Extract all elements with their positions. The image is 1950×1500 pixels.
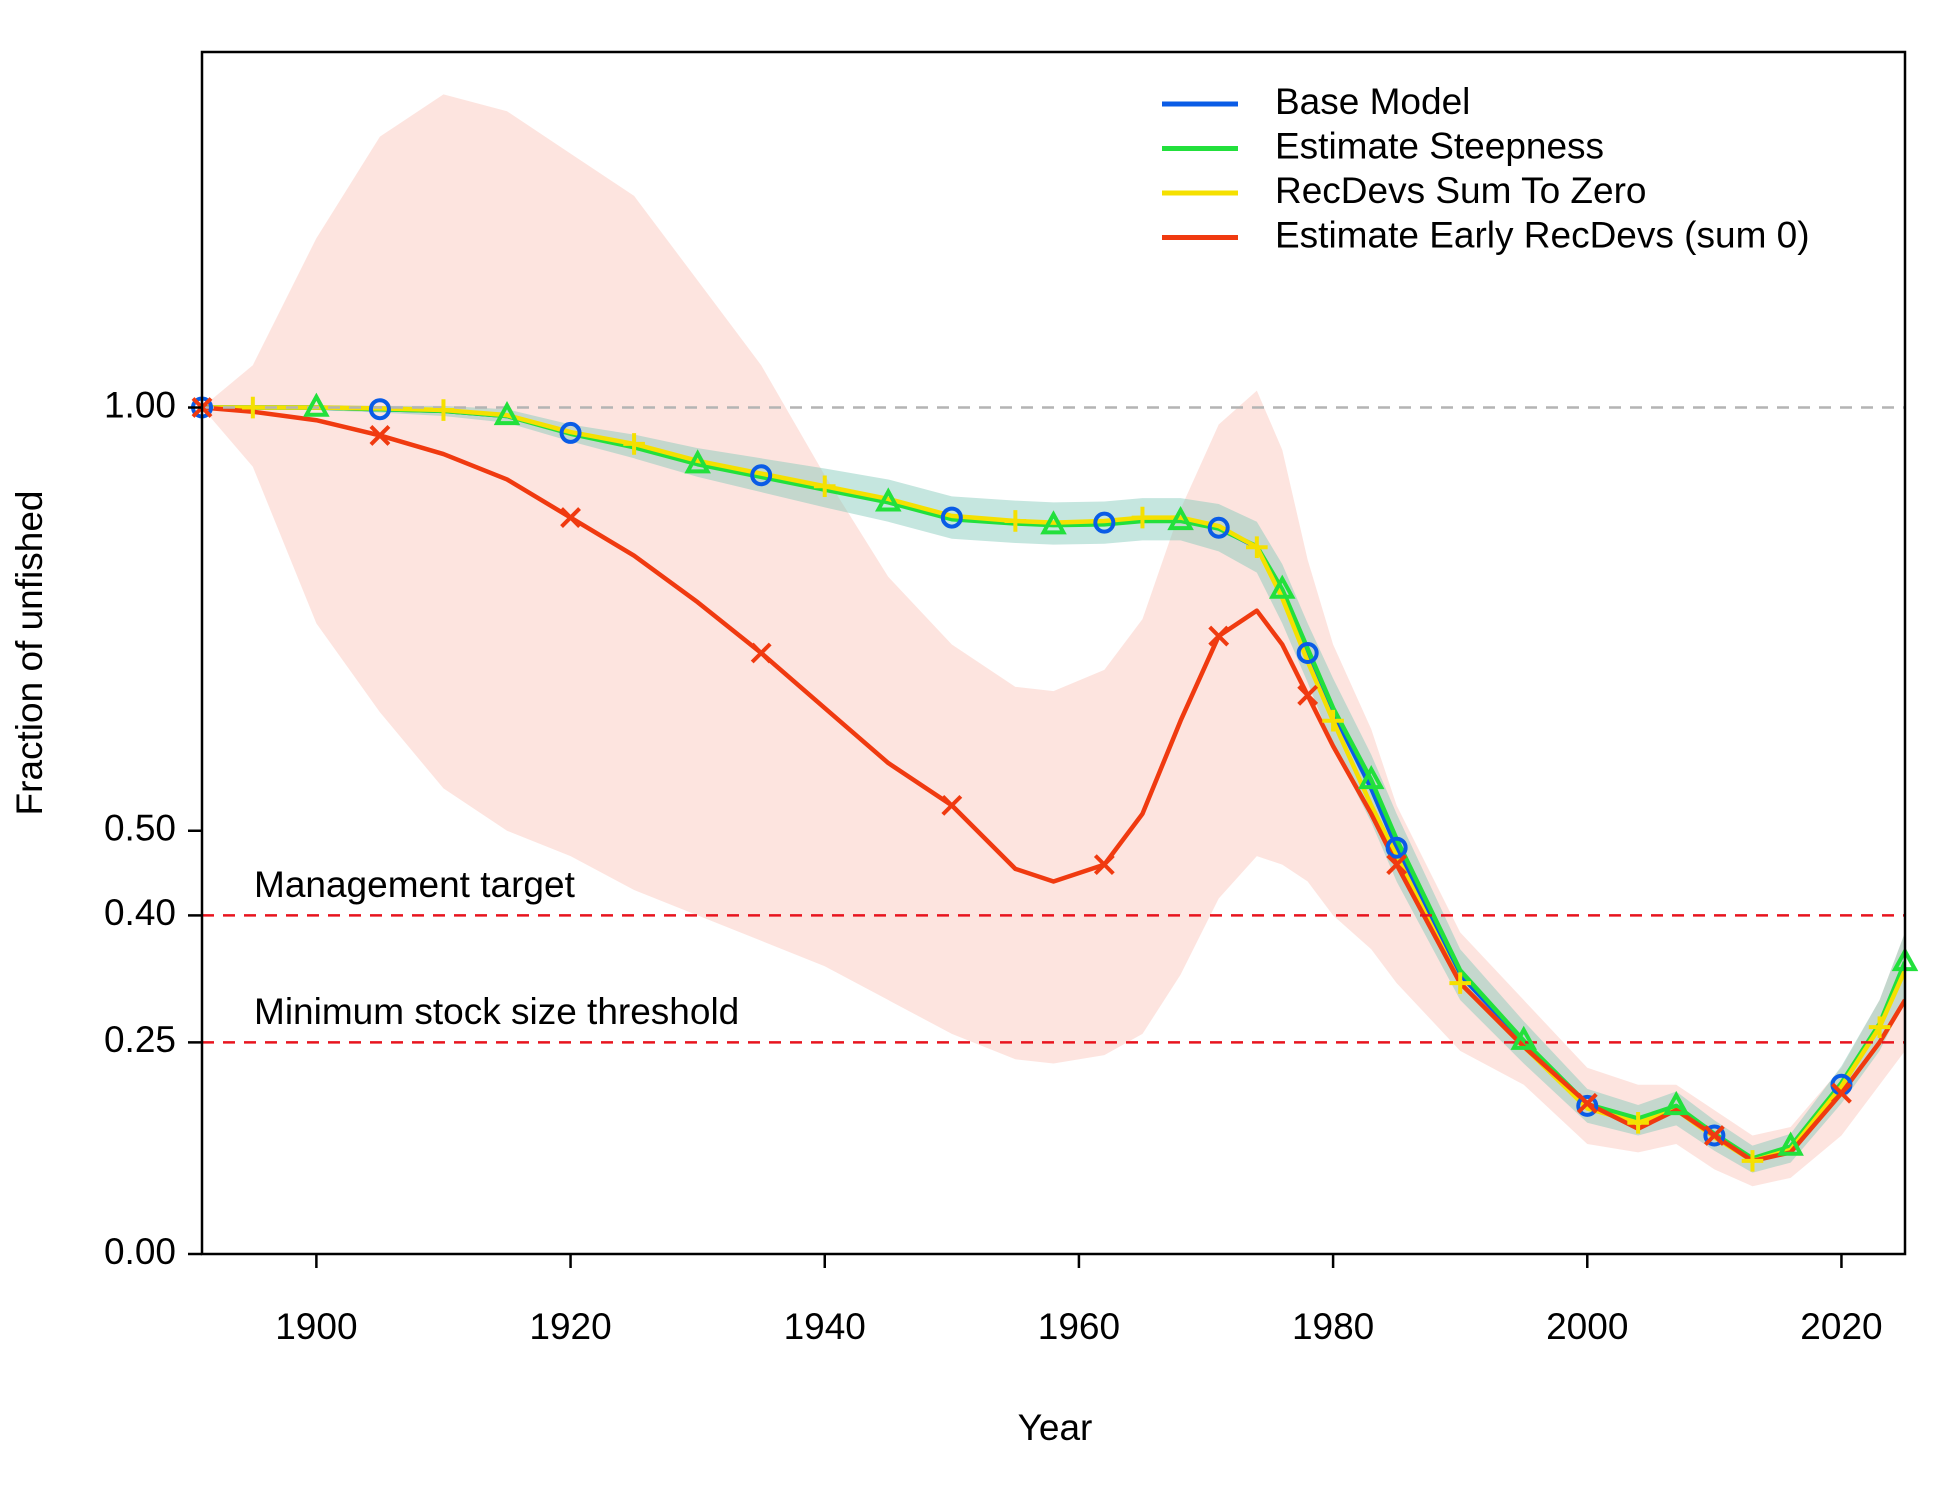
marker — [1777, 1131, 1804, 1156]
marker — [623, 433, 645, 455]
x-axis-label: Year — [1018, 1407, 1093, 1448]
marker — [1662, 1090, 1690, 1116]
x-tick-label: 1960 — [1038, 1306, 1120, 1347]
y-axis-label: Fraction of unfished — [9, 491, 50, 816]
y-tick-label: 0.40 — [104, 892, 176, 933]
marker — [1386, 854, 1408, 876]
marker — [1831, 1082, 1852, 1104]
x-tick-label: 1940 — [784, 1306, 866, 1347]
marker — [493, 401, 521, 426]
legend-label: Base Model — [1275, 81, 1470, 122]
x-tick-label: 1980 — [1292, 1306, 1374, 1347]
marker — [1093, 511, 1116, 534]
marker — [559, 421, 582, 444]
y-tick-label: 0.00 — [104, 1231, 176, 1272]
marker — [1703, 1125, 1725, 1146]
marker — [1268, 574, 1296, 599]
reference-label: Minimum stock size threshold — [254, 991, 739, 1032]
reference-label: Management target — [254, 864, 576, 905]
marker — [813, 475, 836, 498]
marker — [1357, 765, 1385, 790]
confidence-band — [202, 404, 1905, 1173]
marker — [1296, 642, 1319, 664]
marker — [1576, 1094, 1599, 1117]
y-tick-label: 0.25 — [104, 1019, 176, 1060]
marker — [242, 396, 264, 419]
marker — [1868, 1016, 1891, 1038]
marker — [1207, 516, 1230, 539]
y-tick-label: 0.50 — [104, 808, 176, 849]
marker — [875, 487, 902, 512]
marker — [750, 464, 773, 487]
plot-frame — [200, 50, 1907, 1256]
marker — [369, 425, 391, 446]
marker — [1297, 684, 1319, 706]
marker — [1040, 510, 1067, 535]
marker — [1004, 510, 1027, 532]
legend-label: Estimate Early RecDevs (sum 0) — [1275, 214, 1810, 255]
marker — [368, 398, 391, 421]
marker — [1322, 709, 1344, 732]
marker — [1510, 1025, 1538, 1050]
marker — [1703, 1124, 1726, 1147]
marker — [750, 642, 772, 664]
x-tick-label: 1900 — [275, 1306, 357, 1347]
x-tick-label: 2020 — [1800, 1306, 1882, 1347]
marker — [1449, 972, 1471, 994]
x-tick-label: 2000 — [1546, 1306, 1628, 1347]
x-tick-label: 1920 — [529, 1306, 611, 1347]
marker — [1208, 625, 1230, 647]
marker — [1385, 836, 1408, 859]
marker — [1093, 854, 1115, 876]
y-tick-label: 1.00 — [104, 384, 176, 425]
legend-label: Estimate Steepness — [1275, 125, 1604, 166]
marker — [684, 449, 711, 474]
marker — [1627, 1112, 1649, 1134]
legend-label: RecDevs Sum To Zero — [1275, 170, 1647, 211]
marker — [1741, 1150, 1764, 1172]
marker — [303, 392, 330, 417]
marker — [940, 506, 963, 529]
confidence-band — [202, 94, 1905, 1187]
marker — [1167, 505, 1194, 531]
marker — [1246, 536, 1268, 558]
marker — [1576, 1092, 1598, 1114]
marker — [941, 794, 963, 816]
marker — [1131, 506, 1154, 529]
marker — [432, 399, 455, 421]
marker — [560, 507, 581, 528]
